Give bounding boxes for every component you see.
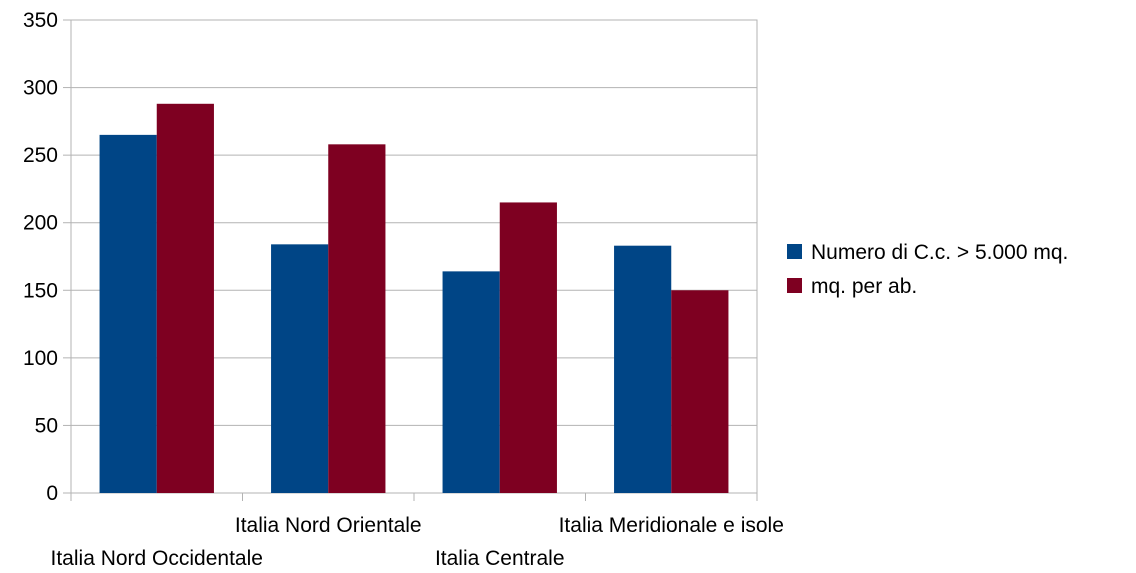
x-tick-label: Italia Nord Occidentale xyxy=(51,547,263,570)
y-tick-label: 350 xyxy=(23,9,58,32)
x-tick-label: Italia Meridionale e isole xyxy=(559,514,784,537)
y-tick-label: 100 xyxy=(23,347,58,370)
y-tick-label: 50 xyxy=(35,414,58,437)
x-tick-label: Italia Nord Orientale xyxy=(235,514,422,537)
bar xyxy=(671,290,729,493)
bar xyxy=(271,244,329,493)
bar xyxy=(614,245,672,493)
bar xyxy=(499,202,557,493)
y-tick-label: 250 xyxy=(23,144,58,167)
axes: 0 50 100 150 200 250 300 350 Italia Nord Occiden… xyxy=(23,9,784,570)
legend-swatch xyxy=(787,244,802,259)
y-tick-label: 300 xyxy=(23,77,58,100)
y-tick-label: 200 xyxy=(23,212,58,235)
bars xyxy=(99,103,729,493)
bar xyxy=(99,134,157,493)
legend-label: Numero di C.c. > 5.000 mq. xyxy=(811,241,1068,264)
y-tick-label: 0 xyxy=(46,482,58,505)
legend-swatch xyxy=(787,278,802,293)
legend-label: mq. per ab. xyxy=(811,275,917,298)
x-tick-label: Italia Centrale xyxy=(435,547,565,570)
bar xyxy=(442,271,500,493)
bar xyxy=(156,103,214,493)
bar xyxy=(328,144,386,493)
legend: Numero di C.c. > 5.000 mq. mq. per ab. xyxy=(787,241,1068,298)
y-tick-label: 150 xyxy=(23,279,58,302)
